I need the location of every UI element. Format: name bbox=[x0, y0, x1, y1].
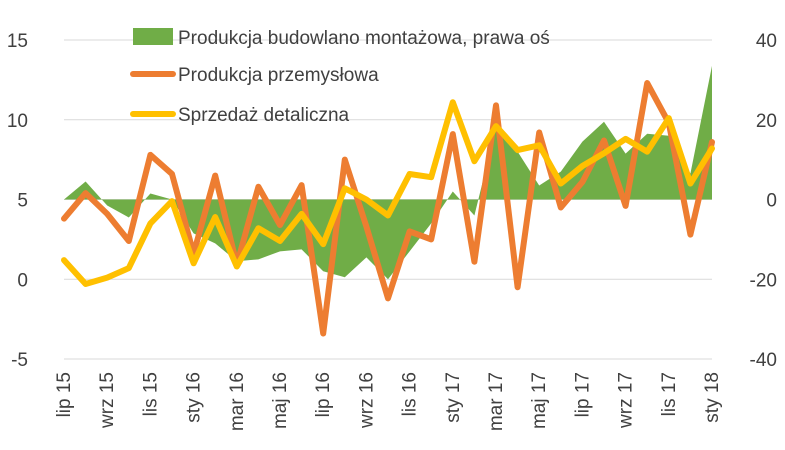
right-axis-tick-label: -40 bbox=[750, 350, 777, 371]
left-axis: -5 0 5 10 15 bbox=[7, 31, 28, 371]
line-series-industrial bbox=[61, 80, 715, 337]
left-axis-tick-label: 5 bbox=[17, 191, 28, 212]
legend: Produkcja budowlano montażowa, prawa oś P… bbox=[130, 28, 550, 126]
x-axis-tick-label: wrz 17 bbox=[616, 372, 637, 429]
legend-label: Sprzedaż detaliczna bbox=[178, 105, 350, 126]
x-axis-tick-label: wrz 16 bbox=[356, 372, 377, 429]
x-axis-tick-label: maj 16 bbox=[270, 372, 291, 429]
x-axis-tick-label: sty 16 bbox=[184, 372, 205, 423]
x-axis-tick-label: wrz 15 bbox=[97, 372, 118, 429]
left-axis-tick-label: -5 bbox=[11, 350, 28, 371]
legend-label: Produkcja budowlano montażowa, prawa oś bbox=[178, 28, 550, 49]
line-series-layer bbox=[61, 80, 715, 337]
left-axis-tick-label: 10 bbox=[7, 111, 28, 132]
left-axis-tick-label: 0 bbox=[17, 270, 28, 291]
legend-swatch-area bbox=[133, 28, 173, 45]
x-axis-tick-label: sty 18 bbox=[702, 372, 723, 423]
right-axis-tick-label: 0 bbox=[766, 191, 777, 212]
line-series-retail bbox=[61, 99, 715, 288]
right-axis-tick-label: 20 bbox=[756, 111, 777, 132]
x-axis-tick-label: lip 16 bbox=[313, 372, 334, 417]
x-axis-tick-label: mar 16 bbox=[227, 372, 248, 431]
x-axis: lip 15 wrz 15 lis 15 sty 16 mar 16 maj 16 lip … bbox=[54, 372, 723, 431]
x-axis-tick-label: lis 15 bbox=[140, 372, 161, 416]
x-axis-tick-label: lip 15 bbox=[54, 372, 75, 417]
x-axis-tick-label: lis 16 bbox=[400, 372, 421, 416]
x-axis-tick-label: mar 17 bbox=[486, 372, 507, 431]
left-axis-tick-label: 15 bbox=[7, 31, 28, 52]
right-axis-tick-label: 40 bbox=[756, 31, 777, 52]
x-axis-tick-label: sty 17 bbox=[443, 372, 464, 423]
right-axis: -40 -20 0 20 40 bbox=[750, 31, 777, 371]
right-axis-tick-label: -20 bbox=[750, 270, 777, 291]
x-axis-tick-label: maj 17 bbox=[529, 372, 550, 429]
legend-label: Produkcja przemysłowa bbox=[178, 65, 379, 86]
x-axis-tick-label: lip 17 bbox=[572, 372, 593, 417]
x-axis-tick-label: lis 17 bbox=[659, 372, 680, 416]
